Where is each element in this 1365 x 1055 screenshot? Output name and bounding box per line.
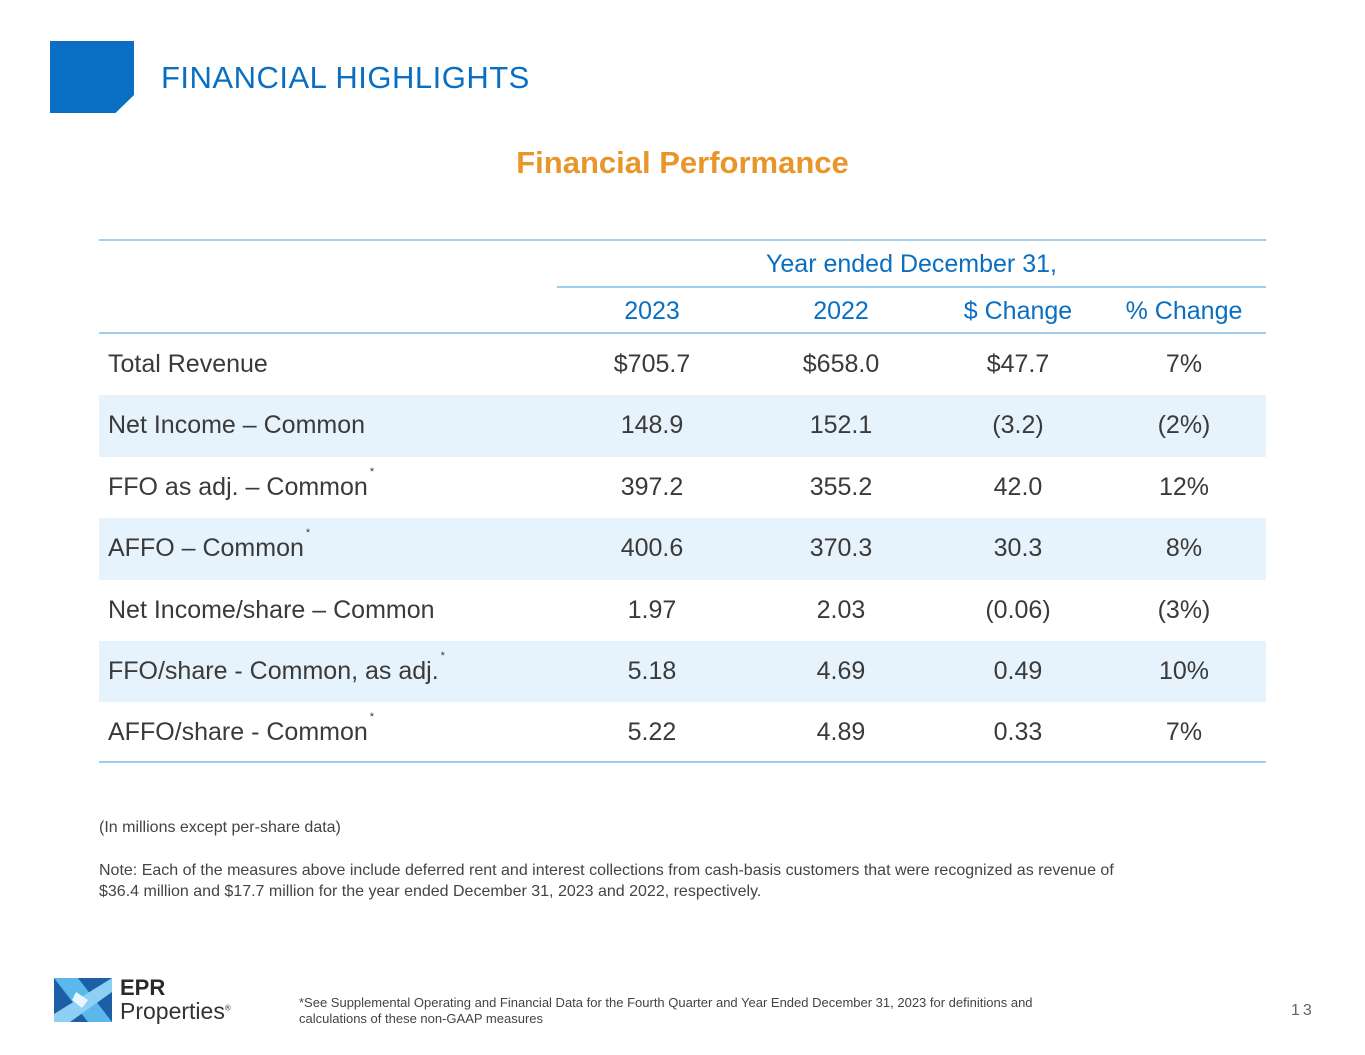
table-row: AFFO/share - Common* 5.22 4.89 0.33 7% (99, 702, 1266, 763)
financial-table: Year ended December 31, 2023 2022 $ Chan… (99, 239, 1266, 763)
value-2022: 4.89 (816, 718, 866, 747)
row-label: Total Revenue (108, 350, 268, 378)
value-2023: 397.2 (620, 472, 684, 501)
row-label: AFFO/share - Common* (108, 711, 375, 747)
value-2023: 400.6 (620, 534, 684, 563)
divider (557, 286, 1266, 288)
table-row: Net Income/share – Common 1.97 2.03 (0.06) (… (99, 580, 1266, 641)
value-2023: 1.97 (627, 595, 677, 624)
dollar-change: 42.0 (993, 472, 1043, 501)
row-label: FFO as adj. – Common* (108, 465, 375, 501)
row-label: Net Income – Common (108, 411, 366, 440)
percent-change: (3%) (1157, 595, 1211, 624)
value-2022: 152.1 (809, 411, 873, 440)
units-note: (In millions except per-share data) (99, 819, 341, 836)
dollar-change: 0.33 (993, 718, 1043, 747)
row-label: AFFO – Common* (108, 527, 311, 563)
value-2023: $705.7 (613, 350, 691, 378)
dollar-change: 0.49 (993, 656, 1043, 685)
column-header-2023: 2023 (624, 297, 680, 325)
logo-subtext: Properties® (120, 998, 231, 1024)
divider (99, 761, 1266, 763)
value-2022: 2.03 (816, 595, 866, 624)
table-row: FFO/share - Common, as adj.* 5.18 4.69 0.49… (99, 640, 1266, 703)
percent-change: 12% (1158, 472, 1210, 501)
divider (99, 332, 1266, 334)
column-header-2022: 2022 (813, 297, 869, 325)
value-2023: 148.9 (620, 411, 684, 440)
percent-change: 7% (1165, 718, 1203, 747)
section-title: Financial Performance (516, 145, 849, 180)
page-number: 13 (1291, 1002, 1315, 1019)
value-2022: $658.0 (802, 350, 880, 378)
value-2022: 4.69 (816, 656, 866, 685)
dollar-change: $47.7 (986, 350, 1050, 378)
table-body: Total Revenue $705.7 $658.0 $47.7 7% Net Inco… (99, 334, 1266, 764)
year-group-header: Year ended December 31, (766, 250, 1057, 278)
dollar-change: (3.2) (992, 411, 1044, 440)
percent-change: 7% (1165, 350, 1203, 378)
percent-change: (2%) (1157, 411, 1211, 440)
percent-change: 10% (1158, 656, 1210, 685)
row-label: Net Income/share – Common (108, 595, 435, 624)
page-title: FINANCIAL HIGHLIGHTS (161, 60, 530, 95)
value-2022: 355.2 (809, 472, 873, 501)
epr-logo-icon (54, 978, 112, 1022)
value-2023: 5.22 (627, 718, 677, 747)
table-row: AFFO – Common* 400.6 370.3 30.3 8% (99, 518, 1266, 580)
value-2022: 370.3 (809, 534, 873, 563)
table-row: Total Revenue $705.7 $658.0 $47.7 7% (99, 334, 1266, 395)
divider (99, 239, 1266, 241)
dollar-change: 30.3 (993, 534, 1043, 563)
value-2023: 5.18 (627, 656, 677, 685)
row-label: FFO/share - Common, as adj.* (108, 649, 445, 685)
header-corner-shape (50, 41, 134, 113)
dollar-change: (0.06) (985, 595, 1051, 624)
column-header-percent-change: % Change (1125, 297, 1243, 325)
footnote-text: Note: Each of the measures above include… (99, 862, 1114, 900)
column-header-dollar-change: $ Change (963, 297, 1073, 325)
table-row: Net Income – Common 148.9 152.1 (3.2) (2%) (99, 395, 1266, 457)
percent-change: 8% (1165, 534, 1203, 563)
non-gaap-footnote: *See Supplemental Operating and Financia… (299, 995, 1033, 1026)
table-row: FFO as adj. – Common* 397.2 355.2 42.0 12% (99, 457, 1266, 518)
logo-text: EPR (120, 975, 166, 1000)
